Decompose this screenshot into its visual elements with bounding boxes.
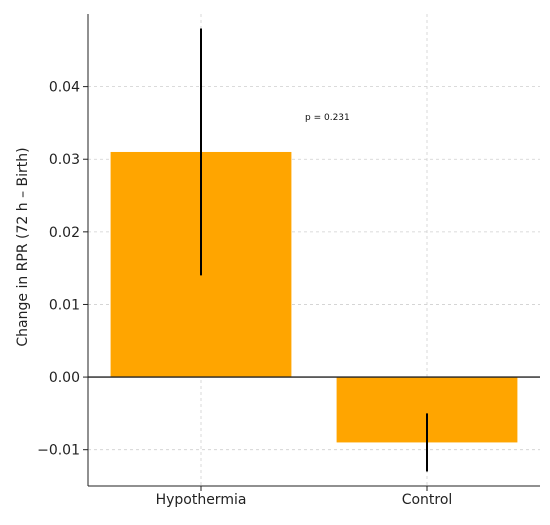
x-tick-label: Control [402, 492, 453, 508]
y-tick-label: −0.01 [37, 443, 80, 459]
y-tick-label: 0.01 [49, 297, 80, 313]
y-tick-label: 0.04 [49, 80, 80, 96]
label-layer: Change in RPR (72 h – Birth) p = 0.231 −… [15, 80, 452, 508]
y-axis-title: Change in RPR (72 h – Birth) [15, 147, 31, 346]
x-tick-label: Hypothermia [156, 492, 247, 508]
p-value-annotation: p = 0.231 [305, 113, 350, 123]
y-tick-label: 0.02 [49, 225, 80, 241]
y-tick-label: 0.00 [49, 370, 80, 386]
bar-layer [88, 28, 540, 472]
y-tick-label: 0.03 [49, 152, 80, 168]
axis-layer [83, 14, 540, 491]
